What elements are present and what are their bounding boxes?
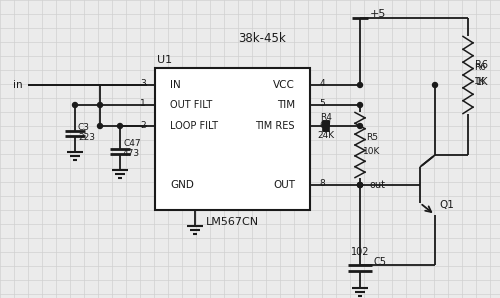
Text: Q1: Q1 [440, 200, 454, 210]
Text: out: out [370, 180, 386, 190]
Circle shape [432, 83, 438, 88]
Text: 3: 3 [140, 80, 146, 89]
Text: 473: 473 [123, 150, 140, 159]
Text: R6: R6 [476, 60, 488, 70]
Text: 1K: 1K [474, 77, 486, 86]
Text: VCC: VCC [273, 80, 295, 90]
Text: C5: C5 [374, 257, 387, 267]
Text: C3: C3 [78, 122, 90, 131]
Text: 5: 5 [319, 100, 325, 108]
Text: 2: 2 [140, 120, 146, 130]
Text: 102: 102 [351, 247, 369, 257]
Circle shape [358, 83, 362, 88]
Circle shape [72, 103, 78, 108]
Text: 223: 223 [78, 133, 95, 142]
Text: +5: +5 [370, 9, 386, 19]
Bar [155, 68, 310, 210]
Circle shape [118, 123, 122, 128]
Text: 10K: 10K [364, 148, 380, 156]
Text: LOOP FILT: LOOP FILT [170, 121, 218, 131]
Circle shape [358, 103, 362, 108]
Circle shape [358, 182, 362, 187]
Text: GND: GND [170, 180, 194, 190]
Text: OUT: OUT [273, 180, 295, 190]
Text: OUT FILT: OUT FILT [170, 100, 212, 110]
Circle shape [98, 103, 102, 108]
Text: 24K: 24K [318, 131, 334, 140]
Text: 38k-45k: 38k-45k [238, 32, 286, 44]
Text: TIM RES: TIM RES [256, 121, 295, 131]
Text: C47: C47 [123, 139, 140, 148]
Text: in: in [13, 80, 23, 90]
Text: R4: R4 [320, 114, 332, 122]
Circle shape [98, 123, 102, 128]
Circle shape [358, 182, 362, 187]
Text: U1: U1 [157, 55, 172, 65]
Text: 1: 1 [140, 100, 146, 108]
Text: IN: IN [170, 80, 181, 90]
Text: 1K: 1K [476, 77, 488, 87]
Text: 4: 4 [319, 80, 325, 89]
Text: 6: 6 [319, 120, 325, 130]
Text: TIM: TIM [277, 100, 295, 110]
Circle shape [358, 182, 362, 187]
Text: R5: R5 [366, 134, 378, 142]
Text: R6: R6 [474, 63, 486, 72]
Text: LM567CN: LM567CN [206, 217, 259, 227]
Text: 8: 8 [319, 179, 325, 189]
Circle shape [358, 123, 362, 128]
